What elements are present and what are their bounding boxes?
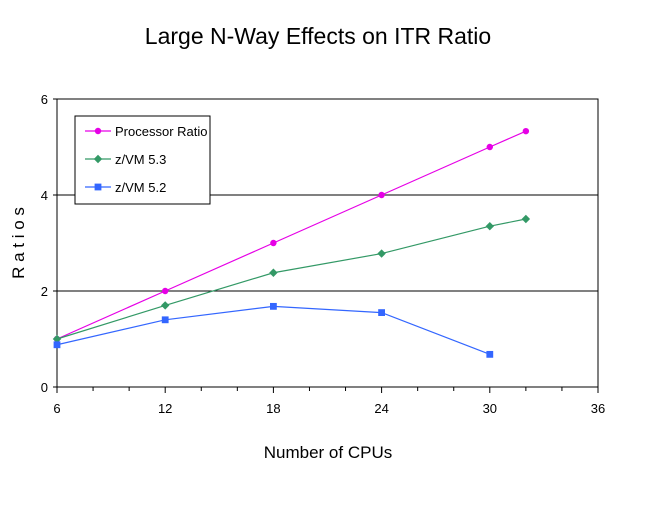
legend-entry-label: Processor Ratio [115, 124, 207, 139]
x-axis-label: Number of CPUs [264, 443, 392, 462]
x-tick-label: 12 [158, 401, 172, 416]
data-point-series-1 [269, 268, 278, 277]
data-point-series-2 [378, 309, 385, 316]
legend-marker [94, 183, 102, 191]
data-point-series-0 [378, 191, 385, 199]
data-point-series-2 [486, 350, 494, 358]
x-tick-label: 30 [483, 401, 497, 416]
y-tick-label: 2 [41, 284, 48, 299]
data-point-series-1 [377, 249, 386, 258]
x-tick-label: 24 [374, 401, 388, 416]
legend-entry-label: z/VM 5.2 [115, 180, 166, 195]
y-tick-label: 4 [41, 188, 48, 203]
legend-marker [94, 127, 102, 135]
data-point-series-1 [521, 214, 531, 224]
data-point-series-2 [161, 316, 169, 324]
data-point-series-0 [162, 287, 169, 295]
y-axis-label: R a t i o s [9, 207, 28, 279]
data-point-series-2 [53, 341, 61, 349]
x-tick-label: 18 [266, 401, 280, 416]
data-point-series-1 [161, 301, 170, 310]
legend-entry-label: z/VM 5.3 [115, 152, 166, 167]
data-point-series-0 [486, 143, 493, 151]
x-tick-label: 6 [53, 401, 60, 416]
series-line-0 [56, 130, 527, 340]
legend-marker [93, 154, 103, 164]
series-line-1 [56, 218, 526, 340]
chart-title: Large N-Way Effects on ITR Ratio [145, 23, 491, 49]
data-point-series-1 [52, 334, 62, 344]
data-point-series-0 [522, 127, 530, 135]
legend: Processor Ratio z/VM 5.3 z/VM 5.2 [74, 115, 211, 205]
data-point-series-1 [485, 222, 494, 231]
y-tick-label: 0 [41, 380, 48, 395]
data-point-series-2 [270, 302, 277, 310]
y-tick-label: 6 [41, 92, 48, 107]
data-point-series-0 [270, 239, 277, 247]
x-tick-label: 36 [591, 401, 605, 416]
